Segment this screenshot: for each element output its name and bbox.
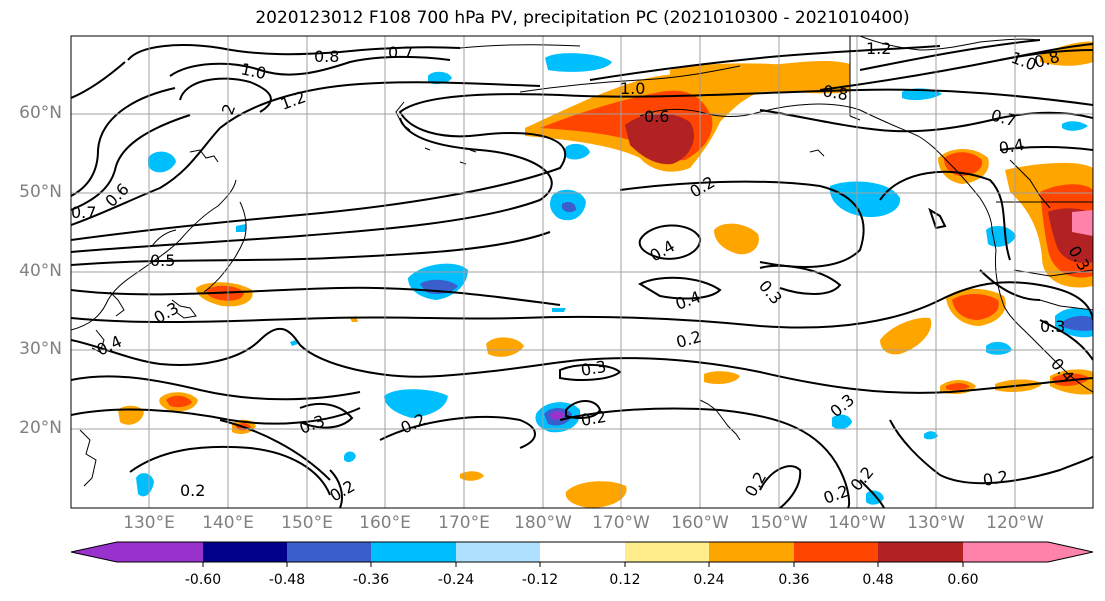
colorbar-bin xyxy=(371,542,456,562)
lon-label: 170°E xyxy=(438,513,490,533)
lon-label: 130°E xyxy=(123,513,175,533)
map-frame xyxy=(70,35,1094,509)
contour-label: 0.2 xyxy=(180,481,205,500)
colorbar-bin xyxy=(625,542,709,562)
colorbar-bin xyxy=(878,542,963,562)
lon-label: 150°E xyxy=(281,513,333,533)
map-area: 0.8 0.7 1.0 1.2 2 0.6 0.7 0.5 0.4 0.3 0.… xyxy=(71,36,1093,508)
colorbar-tick-label: -0.60 xyxy=(184,572,222,588)
coastlines xyxy=(71,36,1093,487)
contour-label: 0.6 xyxy=(644,107,669,126)
colorbar-tick-label: -0.48 xyxy=(268,572,306,588)
lon-label: 160°W xyxy=(671,513,729,533)
colorbar xyxy=(70,541,1094,567)
colorbar-tick-label: -0.36 xyxy=(352,572,390,588)
colorbar-tick-label: -0.12 xyxy=(521,572,559,588)
colorbar-bin xyxy=(540,542,625,562)
contour-label: 0.3 xyxy=(579,357,607,380)
lon-label: 160°E xyxy=(359,513,411,533)
contour-label: 0.8 xyxy=(821,81,849,104)
colorbar-bin xyxy=(287,542,371,562)
contour-label: 0.2 xyxy=(981,467,1009,490)
colorbar-bin xyxy=(456,542,540,562)
lat-label-50n: 50°N xyxy=(19,182,62,202)
colorbar-extend-high xyxy=(1048,542,1093,562)
colorbar-tick-label: 0.24 xyxy=(693,572,725,588)
lat-label-30n: 30°N xyxy=(19,339,62,359)
contour-label: 1.0 xyxy=(239,59,268,83)
precipitation-shading xyxy=(118,41,1093,508)
lat-label-40n: 40°N xyxy=(19,261,62,281)
map-title: 2020123012 F108 700 hPa PV, precipitatio… xyxy=(255,8,910,28)
lon-label: 120°W xyxy=(986,513,1044,533)
contour-label: 0.2 xyxy=(579,407,607,430)
contour-label: 0.7 xyxy=(71,203,96,222)
colorbar-bin xyxy=(117,542,203,562)
contour-label: 0.7 xyxy=(388,43,413,62)
colorbar-tick-label: -0.24 xyxy=(437,572,475,588)
lon-label: 130°W xyxy=(907,513,965,533)
colorbar-ticks xyxy=(202,562,964,567)
lon-label: 170°W xyxy=(592,513,650,533)
contour-label: 1.0 xyxy=(620,79,645,98)
contour-label: 1.2 xyxy=(866,39,891,58)
colorbar-tick-label: 0.12 xyxy=(609,572,641,588)
graticule xyxy=(71,36,1093,508)
lon-label: 140°W xyxy=(828,513,886,533)
lon-label: 180°W xyxy=(514,513,572,533)
colorbar-bin xyxy=(963,542,1048,562)
pv-contours xyxy=(71,39,1093,508)
contour-label: 0.4 xyxy=(997,135,1025,158)
colorbar-bin xyxy=(794,542,878,562)
colorbar-outline xyxy=(70,541,1094,563)
lon-label: 150°W xyxy=(750,513,808,533)
lat-label-20n: 20°N xyxy=(19,418,62,438)
colorbar-bin xyxy=(203,542,287,562)
colorbar-bin xyxy=(709,542,794,562)
colorbar-extend-low xyxy=(71,542,117,562)
lat-label-60n: 60°N xyxy=(19,103,62,123)
contour-label: 0.8 xyxy=(314,47,339,66)
lon-label: 140°E xyxy=(202,513,254,533)
colorbar-tick-label: 0.36 xyxy=(778,572,810,588)
contour-label: 0.5 xyxy=(150,251,175,270)
colorbar-tick-label: 0.60 xyxy=(947,572,979,588)
colorbar-tick-label: 0.48 xyxy=(862,572,894,588)
contour-label: 0.3 xyxy=(1040,317,1065,336)
